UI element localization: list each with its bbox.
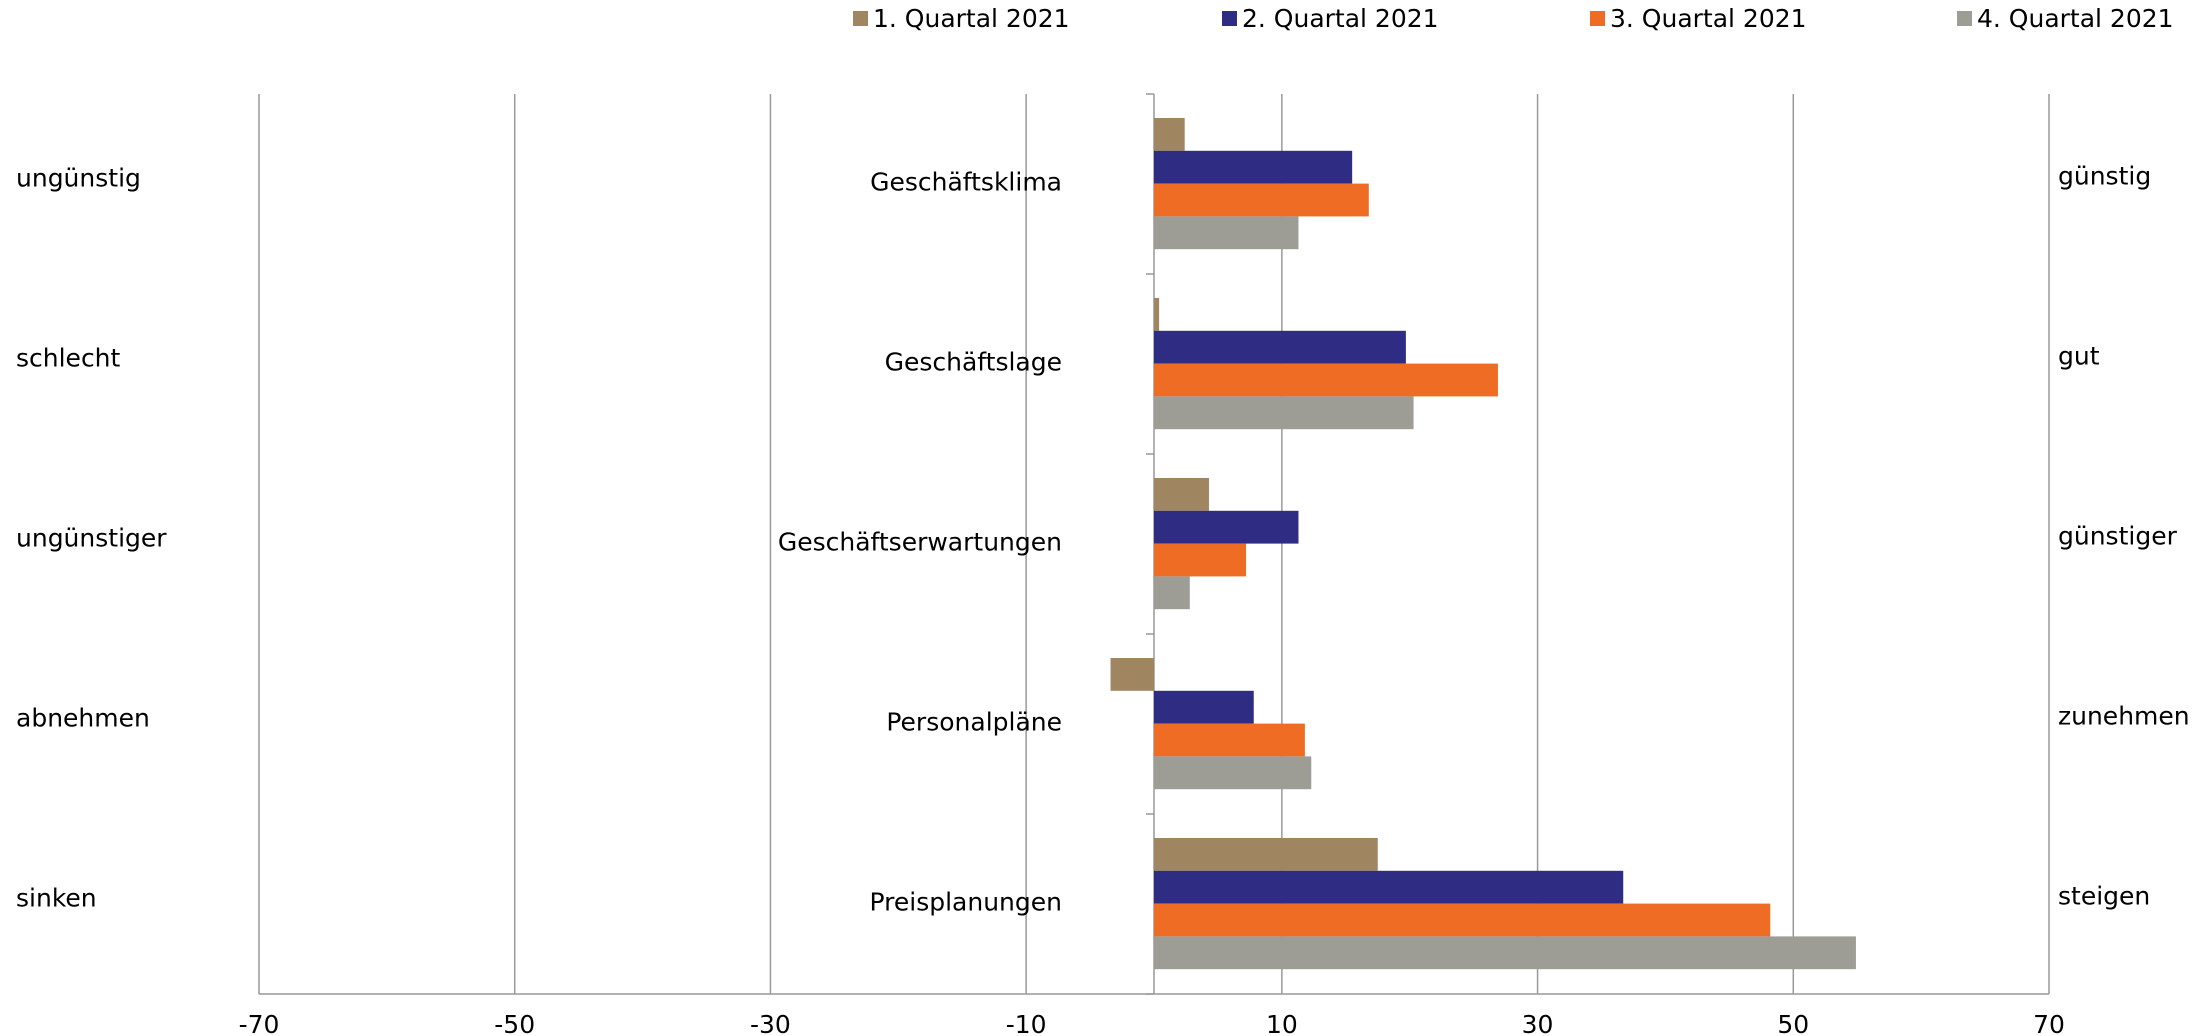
legend-swatch bbox=[1590, 11, 1605, 26]
left-label: sinken bbox=[16, 884, 97, 913]
category-label: Geschäftserwartungen bbox=[778, 528, 1062, 557]
bar bbox=[1154, 936, 1856, 970]
legend-label: 4. Quartal 2021 bbox=[1977, 4, 2174, 33]
legend-label: 1. Quartal 2021 bbox=[873, 4, 1070, 33]
bar bbox=[1154, 510, 1299, 544]
legend-swatch bbox=[1222, 11, 1237, 26]
bar bbox=[1154, 576, 1190, 610]
x-tick-label: 70 bbox=[2033, 1010, 2065, 1036]
x-tick-label: -10 bbox=[1006, 1010, 1047, 1036]
bar bbox=[1154, 150, 1353, 184]
left-label: abnehmen bbox=[16, 704, 150, 733]
legend-label: 3. Quartal 2021 bbox=[1610, 4, 1807, 33]
category-label: Geschäftsklima bbox=[870, 168, 1062, 197]
legend-swatch bbox=[1957, 11, 1972, 26]
bar bbox=[1154, 478, 1209, 511]
x-tick-label: 30 bbox=[1522, 1010, 1554, 1036]
bar bbox=[1110, 658, 1154, 691]
bar bbox=[1154, 756, 1312, 790]
bar bbox=[1154, 903, 1771, 937]
right-label: zunehmen bbox=[2058, 702, 2190, 731]
x-tick-label: 10 bbox=[1266, 1010, 1298, 1036]
right-label: günstiger bbox=[2058, 522, 2178, 551]
bar bbox=[1154, 363, 1498, 397]
left-label: ungünstiger bbox=[16, 524, 167, 553]
bar bbox=[1154, 396, 1414, 430]
legend-swatch bbox=[853, 11, 868, 26]
x-tick-label: -50 bbox=[494, 1010, 535, 1036]
bar bbox=[1154, 216, 1299, 250]
x-tick-label: -30 bbox=[750, 1010, 791, 1036]
bar bbox=[1154, 690, 1254, 724]
bar bbox=[1154, 298, 1160, 331]
bar bbox=[1154, 723, 1305, 757]
category-label: Geschäftslage bbox=[885, 348, 1062, 377]
right-label: steigen bbox=[2058, 882, 2150, 911]
category-label: Personalpläne bbox=[886, 708, 1062, 737]
bar bbox=[1154, 183, 1369, 217]
right-label: gut bbox=[2058, 342, 2100, 371]
bar bbox=[1154, 330, 1406, 364]
bar bbox=[1154, 543, 1247, 577]
left-label: schlecht bbox=[16, 344, 121, 373]
bar bbox=[1154, 118, 1185, 151]
right-label: günstig bbox=[2058, 162, 2151, 191]
x-tick-label: -70 bbox=[239, 1010, 280, 1036]
category-label: Preisplanungen bbox=[870, 888, 1062, 917]
bar bbox=[1154, 870, 1624, 904]
legend-label: 2. Quartal 2021 bbox=[1242, 4, 1439, 33]
x-tick-label: 50 bbox=[1777, 1010, 1809, 1036]
left-label: ungünstig bbox=[16, 164, 141, 193]
bar bbox=[1154, 838, 1378, 871]
